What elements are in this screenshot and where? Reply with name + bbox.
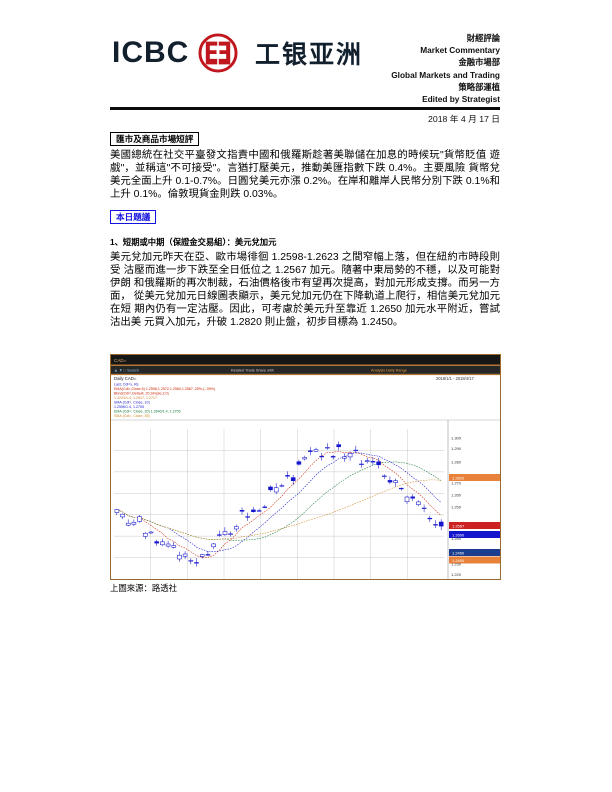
svg-text:Analysis Daily Range: Analysis Daily Range (371, 369, 407, 373)
svg-text:SMA (Cdl=, Close, 35): SMA (Cdl=, Close, 35) (114, 414, 150, 418)
svg-text:▲ ▼ □ Search: ▲ ▼ □ Search (114, 369, 139, 373)
svg-text:1.280: 1.280 (451, 460, 462, 465)
svg-text:1.270: 1.270 (451, 481, 462, 486)
svg-text:1.220: 1.220 (451, 572, 462, 577)
svg-text:Daily CAD=: Daily CAD= (114, 376, 137, 381)
svg-text:EMA(Cdl=,Close,5) 1.2598,1.257: EMA(Cdl=,Close,5) 1.2598,1.2572,1.2560,1… (114, 387, 215, 391)
svg-text:1.260: 1.260 (451, 493, 462, 498)
svg-text:SMA (Cdl=, Close, 10): SMA (Cdl=, Close, 10) (114, 401, 150, 405)
svg-text:1.3224/1.4, 1.2917, 1.2717: 1.3224/1.4, 1.2917, 1.2717 (114, 396, 157, 400)
svg-text:1.240: 1.240 (451, 536, 462, 541)
svg-text:Related Trade Share with: Related Trade Share with (231, 369, 274, 373)
svg-text:1.2596/1.4, 1.2705: 1.2596/1.4, 1.2705 (114, 405, 144, 409)
svg-text:EMA (Cdl=, Close, 20) 1.2640: EMA (Cdl=, Close, 20) 1.2640/1.4, 1.2705 (114, 410, 181, 414)
svg-text:2018/1/1 - 2018/4/17: 2018/1/1 - 2018/4/17 (436, 376, 475, 381)
svg-text:1.2567: 1.2567 (452, 523, 465, 528)
svg-text:1.250: 1.250 (451, 505, 462, 510)
svg-text:Last, Cdl=x, Rs: Last, Cdl=x, Rs (114, 383, 139, 387)
svg-text:1.2450: 1.2450 (452, 550, 465, 555)
svg-text:CAD=: CAD= (114, 358, 127, 363)
svg-text:1.300: 1.300 (451, 436, 462, 441)
svg-text:1.230: 1.230 (451, 562, 462, 567)
svg-text:Bbnd(Cdl=,Default, 20,Simple,2: Bbnd(Cdl=,Default, 20,Simple,2.0) (114, 392, 169, 396)
svg-text:1.290: 1.290 (451, 446, 462, 451)
